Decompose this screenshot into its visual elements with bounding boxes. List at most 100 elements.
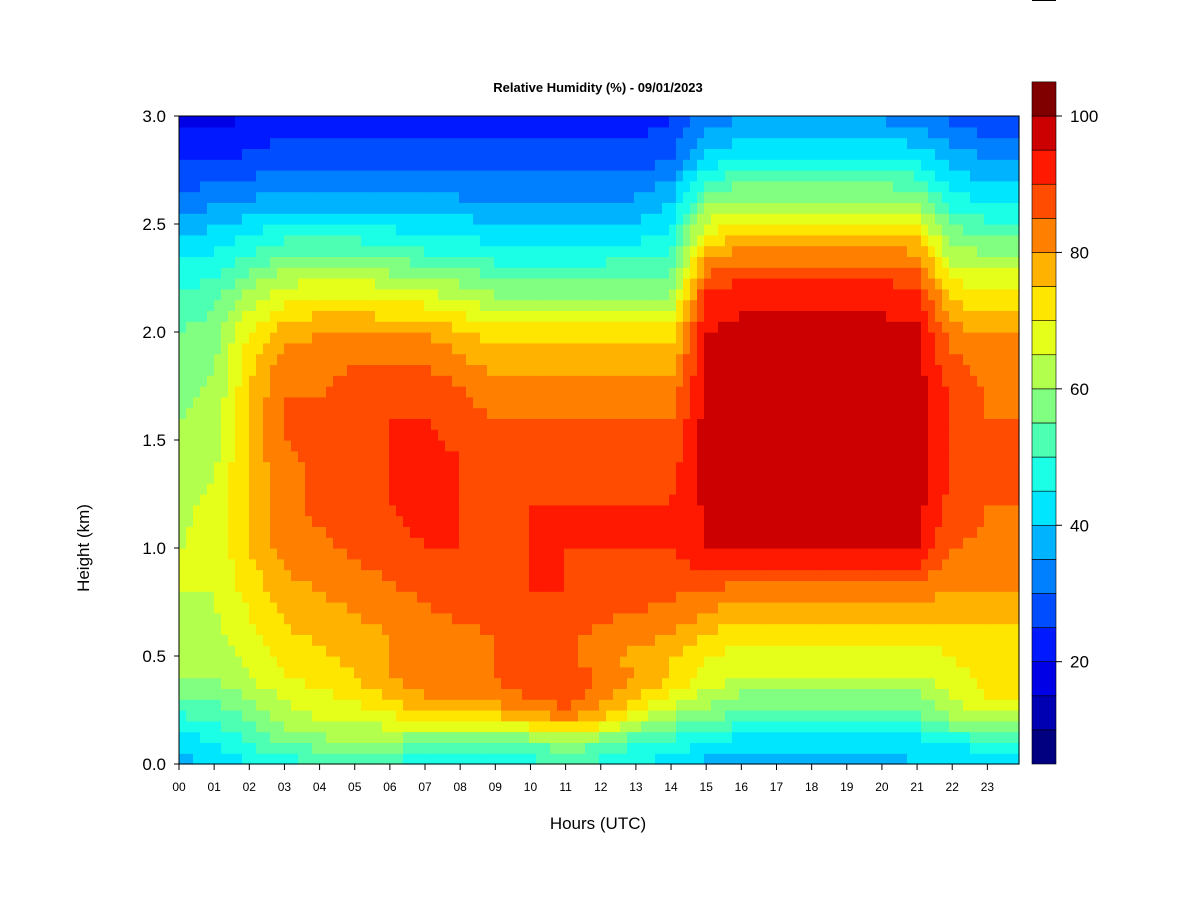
heatmap-cell xyxy=(501,666,509,679)
heatmap-cell xyxy=(984,558,992,571)
heatmap-cell xyxy=(641,753,649,765)
heatmap-cell xyxy=(494,429,502,441)
heatmap-cell xyxy=(438,483,446,495)
heatmap-cell xyxy=(802,364,810,376)
heatmap-cell xyxy=(739,720,747,733)
heatmap-cell xyxy=(578,375,586,387)
heatmap-cell xyxy=(998,569,1006,581)
heatmap-cell xyxy=(592,731,600,743)
heatmap-cell xyxy=(347,602,355,614)
heatmap-cell xyxy=(284,440,292,452)
heatmap-cell xyxy=(627,375,635,387)
heatmap-cell xyxy=(179,612,187,625)
heatmap-cell xyxy=(865,450,873,463)
heatmap-cell xyxy=(529,677,537,689)
heatmap-cell xyxy=(620,634,628,646)
heatmap-cell xyxy=(228,623,236,635)
heatmap-cell xyxy=(445,396,453,409)
heatmap-cell xyxy=(235,634,243,646)
heatmap-cell xyxy=(389,526,397,538)
heatmap-cell xyxy=(662,656,670,668)
heatmap-cell xyxy=(515,710,523,722)
heatmap-cell xyxy=(711,375,719,387)
heatmap-cell xyxy=(298,634,306,646)
heatmap-cell xyxy=(949,450,957,463)
heatmap-cell xyxy=(347,720,355,733)
heatmap-cell xyxy=(431,450,439,463)
heatmap-cell xyxy=(557,537,565,549)
heatmap-cell xyxy=(417,342,425,355)
heatmap-cell xyxy=(403,558,411,571)
heatmap-cell xyxy=(627,634,635,646)
heatmap-cell xyxy=(823,407,831,419)
heatmap-cell xyxy=(774,753,782,765)
heatmap-cell xyxy=(865,742,873,754)
heatmap-cell xyxy=(557,418,565,430)
heatmap-cell xyxy=(452,396,460,409)
heatmap-cell xyxy=(368,440,376,452)
heatmap-cell xyxy=(1012,429,1020,441)
heatmap-cell xyxy=(830,569,838,581)
heatmap-cell xyxy=(718,429,726,441)
heatmap-cell xyxy=(858,515,866,527)
heatmap-cell xyxy=(571,677,579,689)
heatmap-cell xyxy=(977,472,985,484)
heatmap-cell xyxy=(935,688,943,700)
heatmap-cell xyxy=(424,407,432,419)
heatmap-cell xyxy=(375,418,383,430)
heatmap-cell xyxy=(298,515,306,527)
heatmap-cell xyxy=(893,612,901,625)
heatmap-cell xyxy=(319,548,327,560)
heatmap-cell xyxy=(998,342,1006,355)
heatmap-cell xyxy=(515,450,523,463)
heatmap-cell xyxy=(193,677,201,689)
heatmap-cell xyxy=(564,537,572,549)
heatmap-cell xyxy=(984,612,992,625)
heatmap-cell xyxy=(557,483,565,495)
heatmap-cell xyxy=(886,440,894,452)
heatmap-cell xyxy=(767,418,775,430)
heatmap-cell xyxy=(375,353,383,365)
heatmap-cell xyxy=(270,494,278,506)
heatmap-cell xyxy=(851,591,859,603)
heatmap-cell xyxy=(942,720,950,733)
heatmap-cell xyxy=(193,515,201,527)
heatmap-cell xyxy=(249,720,257,733)
heatmap-cell xyxy=(529,612,537,625)
heatmap-cell xyxy=(529,666,537,679)
heatmap-cell xyxy=(179,623,187,635)
heatmap-cell xyxy=(718,418,726,430)
heatmap-cell xyxy=(704,342,712,355)
heatmap-cell xyxy=(347,515,355,527)
heatmap-cell xyxy=(718,342,726,355)
heatmap-cell xyxy=(725,353,733,365)
heatmap-cell xyxy=(578,450,586,463)
heatmap-cell xyxy=(354,472,362,484)
heatmap-cell xyxy=(613,418,621,430)
heatmap-cell xyxy=(389,731,397,743)
heatmap-cell xyxy=(977,353,985,365)
heatmap-cell xyxy=(424,332,432,344)
heatmap-cell xyxy=(795,731,803,743)
heatmap-cell xyxy=(340,375,348,387)
heatmap-cell xyxy=(858,386,866,398)
heatmap-cell xyxy=(753,666,761,679)
heatmap-cell xyxy=(410,472,418,484)
heatmap-cell xyxy=(522,537,530,549)
heatmap-cell xyxy=(935,450,943,463)
heatmap-cell xyxy=(305,656,313,668)
heatmap-cell xyxy=(788,591,796,603)
heatmap-cell xyxy=(256,569,264,581)
heatmap-cell xyxy=(1012,645,1020,657)
heatmap-cell xyxy=(284,494,292,506)
heatmap-cell xyxy=(613,666,621,679)
heatmap-cell xyxy=(984,623,992,635)
heatmap-cell xyxy=(669,591,677,603)
heatmap-cell xyxy=(928,494,936,506)
heatmap-cell xyxy=(207,461,215,473)
heatmap-cell xyxy=(382,332,390,344)
heatmap-cell xyxy=(683,472,691,484)
heatmap-cell xyxy=(606,321,614,333)
heatmap-cell xyxy=(914,688,922,700)
heatmap-cell xyxy=(564,342,572,355)
